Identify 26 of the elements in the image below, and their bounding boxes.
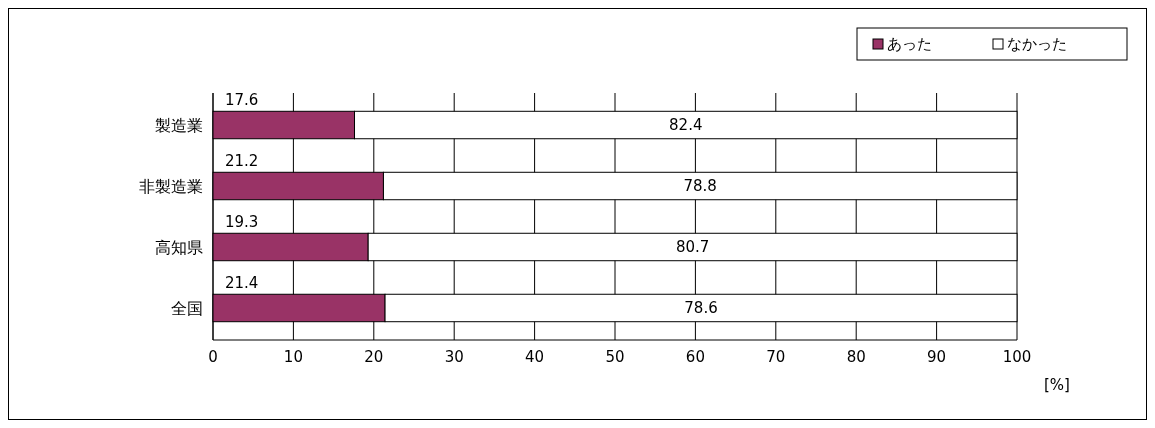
x-axis-title: [%] — [1044, 376, 1070, 394]
x-tick-label: 100 — [1002, 348, 1032, 366]
legend-label: あった — [887, 35, 932, 53]
x-tick-label: 30 — [444, 348, 464, 366]
y-tick-label: 非製造業 — [139, 177, 203, 197]
data-label: 78.6 — [684, 298, 718, 317]
x-tick-label: 40 — [525, 348, 545, 366]
data-label: 19.3 — [225, 213, 259, 232]
x-tick-label: 10 — [283, 348, 303, 366]
x-tick-label: 70 — [766, 348, 786, 366]
data-label: 21.2 — [225, 152, 259, 171]
legend-label: なかった — [1007, 35, 1067, 53]
x-tick-label: 0 — [208, 348, 218, 366]
x-tick-label: 80 — [846, 348, 866, 366]
x-tick-label: 90 — [927, 348, 947, 366]
x-tick-label: 20 — [364, 348, 384, 366]
data-label: 17.6 — [225, 91, 259, 110]
y-tick-label: 高知県 — [155, 237, 203, 257]
x-tick-label: 50 — [605, 348, 625, 366]
data-label: 21.4 — [225, 274, 259, 293]
data-label: 82.4 — [669, 116, 703, 135]
y-tick-label: 製造業 — [155, 116, 203, 136]
data-label: 78.8 — [683, 177, 717, 196]
y-tick-label: 全国 — [171, 298, 203, 318]
x-tick-label: 60 — [685, 348, 705, 366]
data-label: 80.7 — [675, 237, 710, 256]
